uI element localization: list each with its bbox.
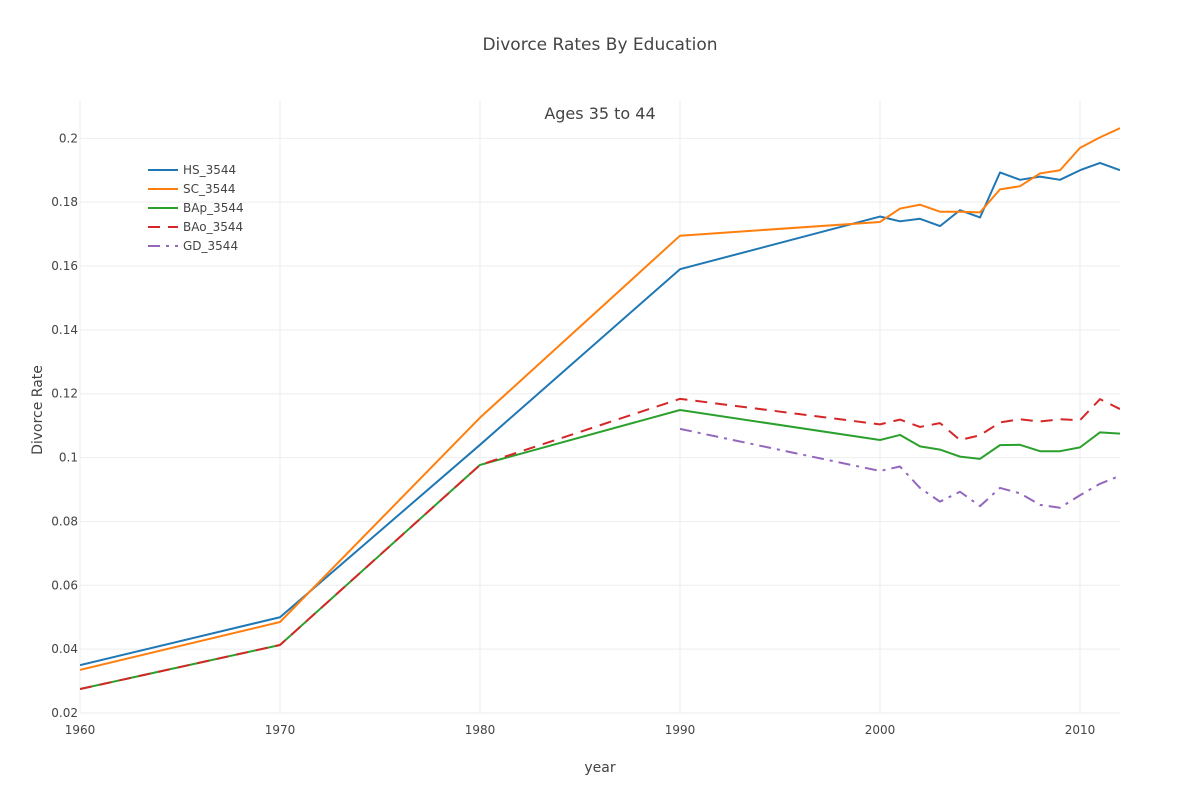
y-tick-label: 0.08 bbox=[51, 514, 78, 528]
legend-item-GD_3544[interactable]: GD_3544 bbox=[148, 239, 238, 253]
legend-label: GD_3544 bbox=[183, 239, 238, 253]
legend-label: SC_3544 bbox=[183, 182, 236, 196]
legend-item-HS_3544[interactable]: HS_3544 bbox=[148, 163, 236, 177]
y-tick-label: 0.14 bbox=[51, 323, 78, 337]
y-tick-label: 0.16 bbox=[51, 259, 78, 273]
series-line-HS_3544[interactable] bbox=[80, 161, 1120, 667]
x-tick-label: 2000 bbox=[865, 723, 896, 737]
y-tick-label: 0.06 bbox=[51, 578, 78, 592]
legend-item-BAo_3544[interactable]: BAo_3544 bbox=[148, 220, 243, 234]
x-tick-label: 1980 bbox=[465, 723, 496, 737]
gridlines bbox=[79, 100, 1120, 714]
series-line-BAp_3544[interactable] bbox=[80, 409, 1120, 691]
legend[interactable]: HS_3544 SC_3544 BAp_3544 BAo_3544 GD_3544 bbox=[148, 163, 244, 253]
x-tick-label: 1990 bbox=[665, 723, 696, 737]
x-tick-label: 1970 bbox=[265, 723, 296, 737]
y-tick-label: 0.12 bbox=[51, 387, 78, 401]
chart-title: Divorce Rates By Education bbox=[482, 35, 717, 55]
x-axis-title: year bbox=[584, 760, 615, 776]
series-line-SC_3544[interactable] bbox=[80, 127, 1120, 671]
y-tick-label: 0.1 bbox=[59, 451, 78, 465]
series-lines bbox=[80, 127, 1120, 691]
y-axis-title: Divorce Rate bbox=[30, 365, 46, 455]
tick-labels: 0.02 0.04 0.06 0.08 0.1 0.12 0.14 0.16 0.18 0.2 19… bbox=[51, 131, 1095, 737]
legend-label: BAo_3544 bbox=[183, 220, 243, 234]
series-line-GD_3544[interactable] bbox=[679, 427, 1120, 509]
legend-label: HS_3544 bbox=[183, 163, 236, 177]
x-tick-label: 1960 bbox=[65, 723, 96, 737]
y-tick-label: 0.2 bbox=[59, 131, 78, 145]
y-tick-label: 0.18 bbox=[51, 195, 78, 209]
y-tick-label: 0.02 bbox=[51, 706, 78, 720]
legend-label: BAp_3544 bbox=[183, 201, 244, 215]
x-tick-label: 2010 bbox=[1065, 723, 1096, 737]
y-tick-label: 0.04 bbox=[51, 642, 78, 656]
series-line-BAo_3544[interactable] bbox=[80, 397, 1120, 691]
legend-item-SC_3544[interactable]: SC_3544 bbox=[148, 182, 236, 196]
chart-subtitle: Ages 35 to 44 bbox=[544, 104, 655, 123]
legend-item-BAp_3544[interactable]: BAp_3544 bbox=[148, 201, 244, 215]
